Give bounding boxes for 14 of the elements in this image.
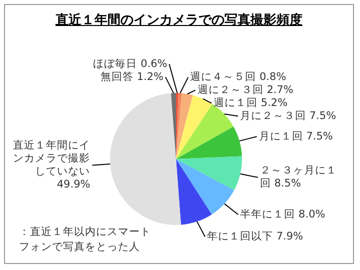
slice-label: 月に１回 7.5% [258,130,333,142]
slice-label: ２～３ヶ月に１回 8.5% [260,164,337,190]
slice-label: 週に１回 5.2% [214,96,288,109]
slice-label: 週に２～３回 2.7% [197,84,294,96]
slice-label: ほぼ毎日 0.6% [93,58,168,70]
slice-label: 月に２～３回 7.5% [240,110,336,122]
slice-label: 週に４～５回 0.8% [190,70,286,83]
slice-label: 無回答 1.2% [100,70,164,83]
chart-title: 直近１年間のインカメラでの写真撮影頻度 [54,12,304,29]
text: ：直近１年以内にスマートフォンで写真をとった人 [19,225,152,255]
data-label: 49.9% [56,178,90,190]
slice-label: 直近１年間にインカメラで撮影していない [13,138,90,178]
slice-label: 半年に１回 8.0% [240,207,326,220]
slice-label: 年に１回以下 7.9% [207,229,304,242]
